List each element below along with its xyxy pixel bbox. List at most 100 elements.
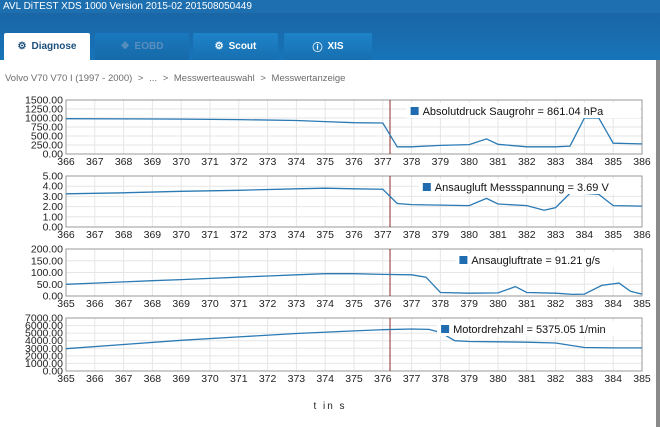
x-tick-label: 375 (345, 373, 363, 385)
y-tick-label: 5.00 (43, 171, 64, 183)
legend-background (418, 179, 640, 194)
x-tick-label: 382 (547, 373, 565, 385)
x-tick-label: 378 (432, 373, 450, 385)
series-line (65, 328, 642, 350)
x-tick-label: 376 (374, 373, 392, 385)
y-tick-label: 4000.00 (25, 335, 63, 347)
x-tick-label: 373 (288, 298, 306, 310)
x-tick-label: 372 (230, 156, 248, 168)
tab-scout[interactable]: ⚙ Scout (193, 33, 278, 60)
x-tick-label: 386 (633, 156, 651, 168)
y-tick-label: 500.00 (31, 131, 63, 143)
x-tick-label: 370 (201, 373, 219, 385)
x-tick-label: 383 (576, 298, 594, 310)
series-line (65, 273, 643, 296)
x-tick-label: 382 (518, 156, 536, 168)
x-tick-label: 378 (432, 298, 450, 310)
breadcrumb-ellipsis[interactable]: ... (149, 73, 158, 84)
x-tick-label: 375 (316, 229, 334, 241)
legend-swatch (459, 256, 468, 264)
tab-eobd-label: EOBD (134, 41, 164, 52)
series-line (65, 117, 643, 148)
y-tick-label: 250.00 (31, 140, 63, 152)
y-tick-label: 1000.00 (25, 113, 63, 125)
x-tick-label: 374 (316, 298, 334, 310)
y-tick-label: 5000.00 (25, 328, 63, 340)
x-tick-label: 385 (604, 229, 622, 241)
y-tick-label: 50.00 (37, 279, 63, 291)
x-tick-label: 377 (374, 229, 392, 241)
x-tick-label: 370 (172, 156, 190, 168)
x-tick-label: 368 (115, 156, 133, 168)
x-tick-label: 372 (230, 229, 248, 241)
x-axis-label: t in s (313, 401, 347, 412)
x-tick-label: 381 (518, 298, 536, 310)
x-tick-label: 366 (57, 156, 75, 168)
x-tick-label: 365 (57, 298, 75, 310)
legend-swatch (422, 183, 431, 191)
y-tick-label: 7000.00 (25, 313, 63, 325)
breadcrumb-separator: > (162, 73, 169, 84)
x-tick-label: 373 (259, 156, 277, 168)
legend-background (437, 321, 640, 336)
x-tick-label: 378 (403, 229, 421, 241)
chart-panel-4: 0.001000.002000.003000.004000.005000.006… (25, 313, 651, 386)
window-title: AVL DiTEST XDS 1000 Version 2015-02 2015… (3, 1, 252, 12)
x-tick-label: 382 (518, 229, 536, 241)
breadcrumb-messwertanzeige: Messwertanzeige (271, 73, 346, 84)
x-tick-label: 371 (201, 156, 219, 168)
main-tab-bar: ⚙ Diagnose ❖ EOBD ⚙ Scout ⓘ XIS (0, 13, 660, 60)
breadcrumb-vehicle[interactable]: Volvo V70 V70 I (1997 - 2000) (5, 73, 133, 84)
tab-xis-label: XIS (327, 41, 344, 52)
x-tick-label: 379 (432, 156, 450, 168)
x-tick-label: 377 (403, 373, 421, 385)
y-tick-label: 4.00 (43, 181, 64, 193)
x-tick-label: 383 (576, 373, 594, 385)
y-tick-label: 3000.00 (25, 343, 63, 355)
x-tick-label: 378 (403, 156, 421, 168)
tab-xis[interactable]: ⓘ XIS (284, 33, 372, 60)
legend-text: Absolutdruck Saugrohr = 861.04 hPa (423, 106, 605, 118)
y-tick-label: 3.00 (43, 191, 64, 203)
x-tick-label: 376 (345, 156, 363, 168)
y-tick-label: 6000.00 (25, 320, 63, 332)
plot-frame (65, 175, 643, 228)
x-tick-label: 381 (489, 156, 507, 168)
tab-diagnose[interactable]: ⚙ Diagnose (4, 33, 90, 60)
vertical-scrollbar[interactable] (656, 60, 660, 427)
y-tick-label: 2.00 (43, 201, 64, 213)
plot-frame (65, 99, 643, 155)
x-tick-label: 368 (115, 229, 133, 241)
x-tick-label: 380 (460, 229, 478, 241)
x-tick-label: 367 (86, 229, 104, 241)
x-tick-label: 375 (345, 298, 363, 310)
x-tick-label: 366 (86, 298, 104, 310)
eobd-icon: ❖ (120, 41, 130, 52)
x-tick-label: 381 (518, 373, 536, 385)
x-tick-label: 385 (633, 298, 651, 310)
y-tick-label: 750.00 (31, 122, 63, 134)
x-tick-label: 380 (489, 298, 507, 310)
y-tick-label: 0.00 (43, 366, 64, 378)
x-tick-label: 370 (172, 229, 190, 241)
x-tick-label: 370 (201, 298, 219, 310)
tab-scout-label: Scout (228, 41, 257, 52)
x-tick-label: 367 (86, 156, 104, 168)
window-title-bar: AVL DiTEST XDS 1000 Version 2015-02 2015… (0, 0, 660, 13)
x-tick-label: 371 (230, 298, 248, 310)
tab-eobd[interactable]: ❖ EOBD (95, 33, 189, 60)
breadcrumb-separator: > (260, 73, 266, 84)
legend-background (455, 252, 640, 267)
x-tick-label: 373 (288, 373, 306, 385)
x-tick-label: 385 (604, 156, 622, 168)
x-tick-label: 367 (115, 373, 133, 385)
x-tick-label: 382 (547, 298, 565, 310)
car-diagnose-icon: ⚙ (17, 41, 27, 52)
x-tick-label: 366 (86, 373, 104, 385)
x-tick-label: 384 (576, 156, 594, 168)
x-tick-label: 368 (144, 298, 162, 310)
breadcrumb-messwerteauswahl[interactable]: Messwerteauswahl (173, 73, 255, 84)
breadcrumb: Volvo V70 V70 I (1997 - 2000) > ... > Me… (5, 73, 348, 84)
x-tick-label: 376 (345, 229, 363, 241)
x-tick-label: 372 (259, 373, 277, 385)
